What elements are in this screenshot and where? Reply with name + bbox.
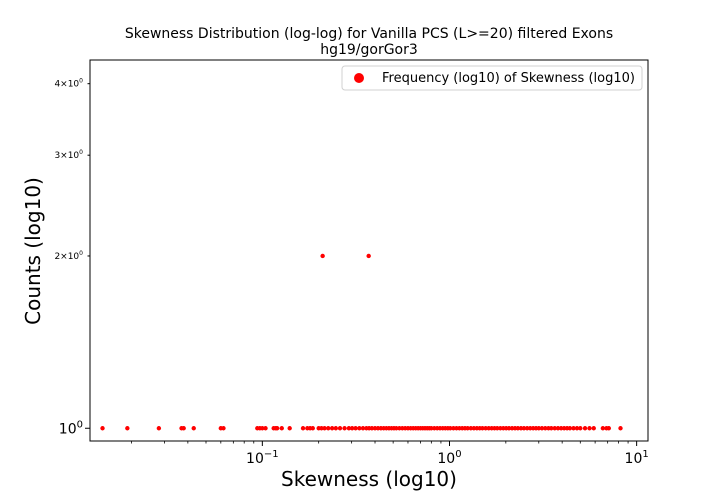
- data-point: [260, 426, 265, 431]
- data-point: [394, 426, 399, 431]
- x-tick-label: 100: [437, 449, 461, 467]
- data-point: [125, 426, 130, 431]
- data-point: [320, 253, 325, 259]
- data-point: [574, 426, 580, 431]
- data-point: [191, 426, 196, 431]
- data-point: [279, 426, 284, 431]
- legend: Frequency (log10) of Skewness (log10): [341, 65, 643, 91]
- data-point: [555, 426, 561, 431]
- data-point: [366, 253, 371, 259]
- data-point: [468, 426, 474, 431]
- legend-label: Frequency (log10) of Skewness (log10): [382, 71, 635, 86]
- data-point: [480, 426, 485, 431]
- data-point: [618, 426, 623, 431]
- data-point: [539, 426, 545, 431]
- data-point: [591, 426, 596, 431]
- data-point: [571, 426, 576, 431]
- data-point: [495, 426, 500, 431]
- legend-marker: [354, 73, 364, 83]
- data-point: [326, 426, 331, 431]
- data-point: [349, 426, 355, 431]
- data-point: [558, 426, 564, 431]
- data-point: [465, 426, 470, 431]
- data-point: [451, 426, 456, 431]
- x-axis-label: Skewness (log10): [281, 467, 457, 491]
- legend-frame: [341, 65, 643, 91]
- data-point: [300, 426, 306, 431]
- y-tick-label: 100: [59, 419, 83, 437]
- data-point: [552, 426, 557, 431]
- data-point: [100, 426, 105, 431]
- data-point: [582, 426, 588, 431]
- data-point: [515, 426, 521, 431]
- data-point: [448, 426, 453, 431]
- data-point: [181, 426, 186, 431]
- data-point: [263, 426, 268, 431]
- data-point: [346, 426, 352, 431]
- data-point: [587, 426, 592, 431]
- data-point: [606, 426, 612, 431]
- data-point: [329, 426, 335, 431]
- data-point: [221, 426, 226, 431]
- y-axis-label: Counts (log10): [21, 177, 45, 325]
- chart-title-line1: Skewness Distribution (log-log) for Vani…: [125, 26, 613, 42]
- y-tick-label: 4×100: [54, 78, 83, 90]
- chart-title-line2: hg19/gorGor3: [320, 42, 418, 58]
- data-point: [536, 426, 541, 431]
- y-tick-label: 3×100: [54, 149, 83, 161]
- data-point: [600, 426, 606, 431]
- y-axis-ticks: 100 2×100 3×100 4×100: [54, 78, 90, 437]
- data-point: [567, 426, 573, 431]
- data-point: [360, 426, 366, 431]
- data-point: [274, 426, 280, 431]
- data-point: [156, 426, 162, 431]
- data-point: [357, 426, 362, 431]
- data-point: [342, 426, 347, 431]
- data-point: [287, 426, 292, 431]
- data-point: [353, 426, 358, 431]
- data-points: [100, 253, 623, 431]
- data-point: [310, 426, 315, 431]
- x-axis-ticks: 10−1 100 101: [131, 441, 649, 467]
- data-point: [483, 426, 488, 431]
- x-tick-label: 10−1: [246, 449, 279, 467]
- plot-area: [89, 59, 649, 442]
- data-point: [521, 426, 527, 431]
- data-point: [322, 426, 327, 431]
- y-tick-label: 2×100: [54, 250, 83, 262]
- x-tick-label: 101: [625, 449, 649, 467]
- data-point: [524, 426, 530, 431]
- data-point: [506, 426, 512, 431]
- data-point: [549, 426, 554, 431]
- data-point: [369, 426, 375, 431]
- data-point: [333, 426, 339, 431]
- data-point: [578, 426, 583, 431]
- data-point: [337, 426, 343, 431]
- data-point: [543, 426, 548, 431]
- data-point: [319, 426, 324, 431]
